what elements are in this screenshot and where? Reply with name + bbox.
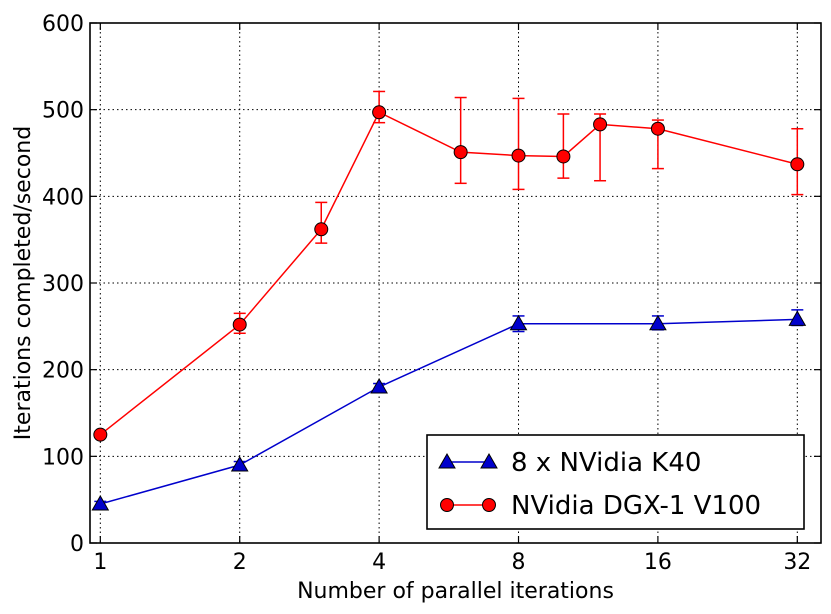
y-tick-label: 100 (42, 445, 84, 470)
data-point (372, 105, 387, 120)
error-bar (454, 96, 467, 185)
y-tick-label: 400 (42, 185, 84, 210)
y-tick-label: 200 (42, 359, 84, 384)
data-point (593, 117, 608, 132)
series-layer (91, 90, 807, 511)
x-tick-label: 2 (233, 550, 247, 575)
legend-marker (480, 452, 498, 469)
data-point (93, 427, 108, 442)
y-tick-label: 300 (42, 272, 84, 297)
x-tick-label: 8 (512, 550, 526, 575)
data-point (232, 317, 247, 332)
y-tick-label: 0 (70, 532, 84, 557)
legend-label: NVidia DGX-1 V100 (511, 491, 761, 521)
legend-entry-1: 8 x NVidia K40 (438, 448, 701, 478)
x-axis-label: Number of parallel iterations (297, 579, 614, 604)
x-tick-label: 32 (783, 550, 811, 575)
data-point (509, 314, 528, 331)
data-point (790, 157, 805, 172)
series-1 (91, 309, 807, 511)
x-tick-label: 1 (93, 550, 107, 575)
legend-marker (482, 498, 496, 512)
data-point (453, 145, 468, 160)
data-point (650, 121, 665, 136)
x-tick-label: 4 (372, 550, 386, 575)
error-bar (557, 113, 570, 179)
series-line (99, 111, 798, 436)
data-point (511, 148, 526, 163)
y-axis-label: Iterations completed/second (11, 126, 36, 440)
data-point (556, 149, 571, 164)
series-line (100, 318, 798, 505)
data-point (788, 310, 807, 326)
error-bar (512, 97, 525, 191)
plot-frame (89, 22, 822, 544)
series-2 (93, 90, 805, 442)
data-point (370, 377, 388, 394)
data-point (230, 455, 249, 472)
y-tick-label: 600 (42, 12, 84, 37)
legend-box (426, 434, 805, 530)
y-tick-label: 500 (42, 99, 84, 124)
data-point (91, 494, 110, 511)
legend-marker (440, 498, 454, 512)
legend-entry-2: NVidia DGX-1 V100 (440, 491, 761, 521)
legend: 8 x NVidia K40 NVidia DGX-1 V100 (426, 434, 805, 530)
legend-label: 8 x NVidia K40 (511, 448, 701, 478)
data-point (314, 222, 329, 237)
x-tick-label: 16 (644, 550, 672, 575)
legend-marker (438, 452, 456, 469)
tick-labels: 1 2 4 8 16 32 0 100 200 300 400 500 600 (42, 12, 811, 575)
data-point (649, 314, 667, 331)
